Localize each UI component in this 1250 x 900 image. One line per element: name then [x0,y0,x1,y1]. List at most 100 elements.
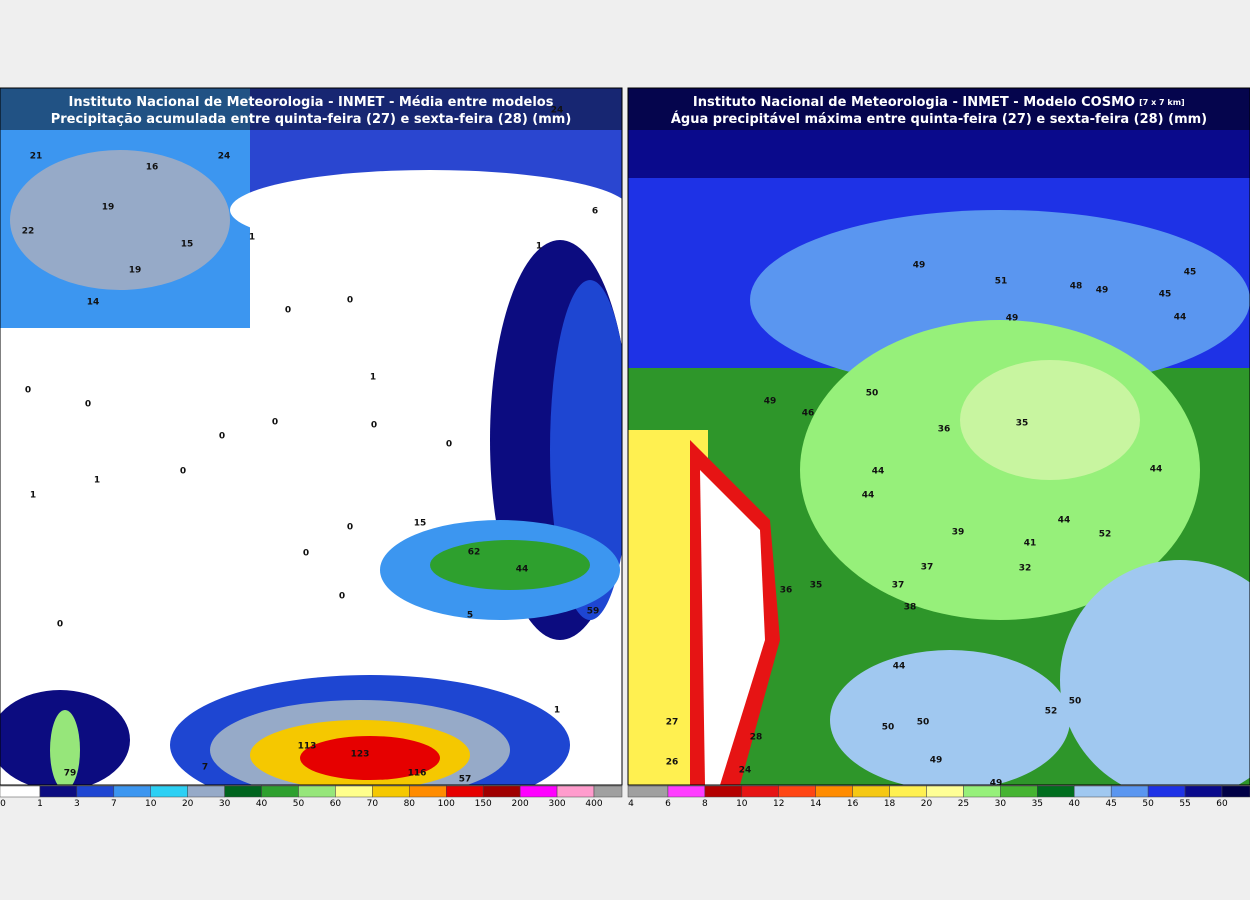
map-value: 44 [516,565,529,575]
map-value: 44 [872,467,885,477]
map-value: 44 [1150,465,1163,475]
map-value: 15 [414,519,427,529]
colorbar-label: 70 [367,799,379,809]
colorbar-swatch [593,785,623,798]
map-value: 35 [1016,419,1029,429]
colorbar-swatch [627,785,669,798]
map-value: 48 [1070,282,1083,292]
colorbar-swatch [187,785,225,798]
map-value: 0 [219,432,225,442]
colorbar-swatch [926,785,964,798]
map-value: 62 [468,548,481,558]
colorbar-swatch [889,785,927,798]
map-value: 14 [87,298,100,308]
colorbar-label: 12 [773,799,784,809]
map-value: 39 [952,528,965,538]
map-left [0,88,622,785]
colorbar-label: 400 [585,799,602,809]
colorbar-label: 150 [475,799,492,809]
colorbar-label: 16 [847,799,859,809]
colorbar-label: 7 [111,799,117,809]
map-value: 36 [938,425,951,435]
colorbar-label: 60 [330,799,342,809]
colorbar-label: 300 [548,799,565,809]
map-value: 123 [351,750,370,760]
subtitle: Precipitação acumulada entre quinta-feir… [51,112,572,127]
map-value: 22 [22,227,35,237]
map-value: 0 [25,386,31,396]
map-value: 21 [30,152,43,162]
colorbar-label: 10 [145,799,157,809]
colorbar-swatch [409,785,447,798]
colorbar-label: 4 [628,799,634,809]
map-value: 49 [930,756,943,766]
map-value: 0 [347,523,353,533]
title-note: [7 x 7 km] [1139,98,1185,107]
frame [627,87,1250,786]
colorbar-label: 20 [921,799,933,809]
map-value: 1 [370,373,376,383]
map-value: 1 [554,706,560,716]
colorbar-label: 60 [1216,799,1228,809]
frame [0,87,623,786]
map-value: 50 [917,718,930,728]
map-value: 16 [146,163,159,173]
map-value: 116 [408,769,427,779]
colorbar-label: 200 [512,799,529,809]
map-value: 57 [459,775,472,785]
map-value: 113 [298,742,317,752]
map-value: 19 [129,266,142,276]
colorbar-swatch [1037,785,1075,798]
map-value: 35 [810,581,823,591]
map-value: 44 [1058,516,1071,526]
colorbar-swatch [852,785,890,798]
colorbar-label: 18 [884,799,896,809]
map-value: 0 [347,296,353,306]
map-value: 52 [1045,707,1058,717]
map-value: 50 [882,723,895,733]
map-value: 49 [1096,286,1109,296]
map-value: 0 [339,592,345,602]
colorbar-swatch [39,785,78,798]
map-value: 5 [467,611,473,621]
colorbar-swatch [482,785,521,798]
title: Instituto Nacional de Meteorologia - INM… [693,95,1135,110]
colorbar-swatch [778,785,816,798]
map-value: 50 [866,389,879,399]
colorbar-swatch [335,785,373,798]
map-value: 1 [94,476,100,486]
colorbar-swatch [298,785,336,798]
colorbar-label: 30 [219,799,231,809]
colorbar-swatch [1000,785,1038,798]
map-value: 79 [64,769,77,779]
map-value: 24 [739,766,752,776]
map-value: 0 [371,421,377,431]
map-value: 15 [181,240,194,250]
colorbar-swatch [372,785,410,798]
colorbar-label: 100 [438,799,455,809]
colorbar-swatch [1184,785,1223,798]
colorbar-label: 20 [182,799,194,809]
map-value: 52 [1099,530,1112,540]
map-value: 46 [802,409,815,419]
map-value: 19 [102,203,115,213]
map-value: 37 [892,581,905,591]
colorbar-label: 35 [1032,799,1043,809]
colorbar-swatch [815,785,853,798]
title: Instituto Nacional de Meteorologia - INM… [69,95,554,110]
colorbar-label: 14 [810,799,822,809]
map-value: 1 [30,491,36,501]
map-value: 49 [990,779,1003,789]
map-value: 51 [995,277,1008,287]
map-value: 0 [57,620,63,630]
colorbar-swatch [113,785,151,798]
map-value: 45 [1159,290,1172,300]
map-value: 49 [1006,314,1019,324]
colorbar-swatch [1074,785,1112,798]
map-value: 37 [921,563,934,573]
map-value: 1 [249,233,255,243]
map-value: 44 [893,662,906,672]
colorbar-swatch [704,785,743,798]
map-value: 26 [666,758,679,768]
